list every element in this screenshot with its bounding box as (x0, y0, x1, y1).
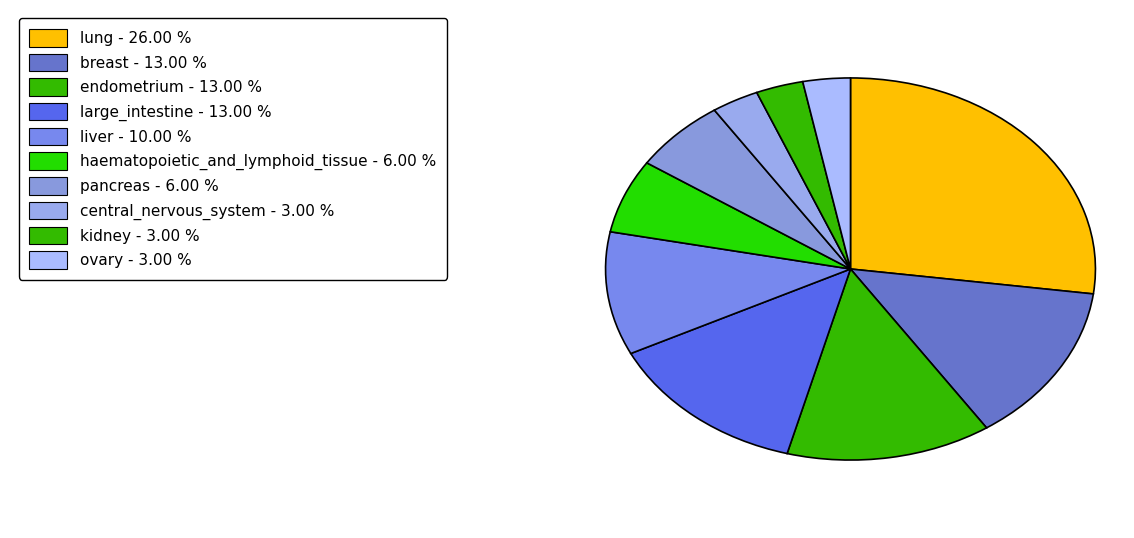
Wedge shape (787, 269, 987, 460)
Wedge shape (631, 269, 850, 454)
Wedge shape (610, 163, 850, 269)
Wedge shape (646, 110, 850, 269)
Wedge shape (756, 82, 850, 269)
Wedge shape (606, 232, 850, 353)
Wedge shape (714, 93, 850, 269)
Wedge shape (850, 78, 1095, 294)
Legend: lung - 26.00 %, breast - 13.00 %, endometrium - 13.00 %, large_intestine - 13.00: lung - 26.00 %, breast - 13.00 %, endome… (18, 18, 447, 280)
Wedge shape (850, 269, 1093, 428)
Wedge shape (803, 78, 850, 269)
